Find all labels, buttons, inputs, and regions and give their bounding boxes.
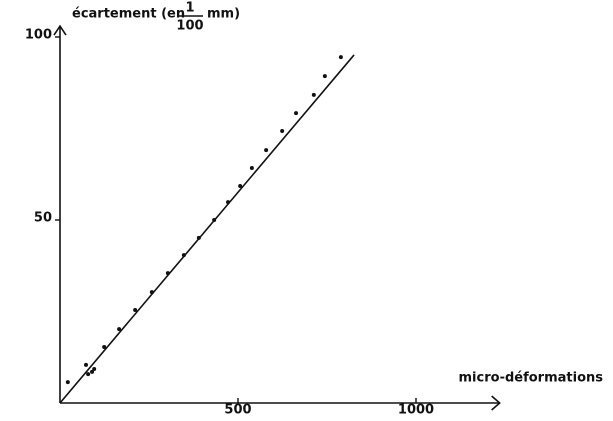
data-point: [65, 380, 70, 385]
data-point: [92, 366, 97, 371]
data-point: [238, 183, 243, 188]
data-point: [86, 372, 91, 377]
y-tick-label: 50: [34, 211, 52, 226]
x-arrow: [491, 395, 501, 411]
x-axis-label: micro-déformations: [459, 371, 604, 386]
y-axis-label-denominator: 100: [176, 19, 203, 34]
data-point: [102, 345, 107, 350]
y-arrow: [53, 24, 67, 36]
data-point: [249, 166, 254, 171]
y-axis-label-unit: mm): [207, 7, 240, 22]
data-point: [311, 92, 316, 97]
data-point: [90, 369, 95, 374]
data-point: [264, 148, 269, 153]
data-point: [83, 362, 88, 367]
y-axis-label: écartement (en: [72, 7, 185, 22]
data-point: [117, 327, 122, 332]
x-tick-label: 1000: [398, 403, 434, 418]
y-tick-label: 100: [25, 28, 52, 43]
data-point: [338, 55, 343, 60]
data-point: [280, 129, 285, 134]
data-point: [322, 74, 327, 79]
y-axis-label-numerator: 1: [185, 1, 194, 16]
x-tick-label: 500: [224, 403, 251, 418]
fit-line: [59, 54, 355, 404]
data-point: [294, 111, 299, 116]
data-point: [133, 308, 138, 313]
